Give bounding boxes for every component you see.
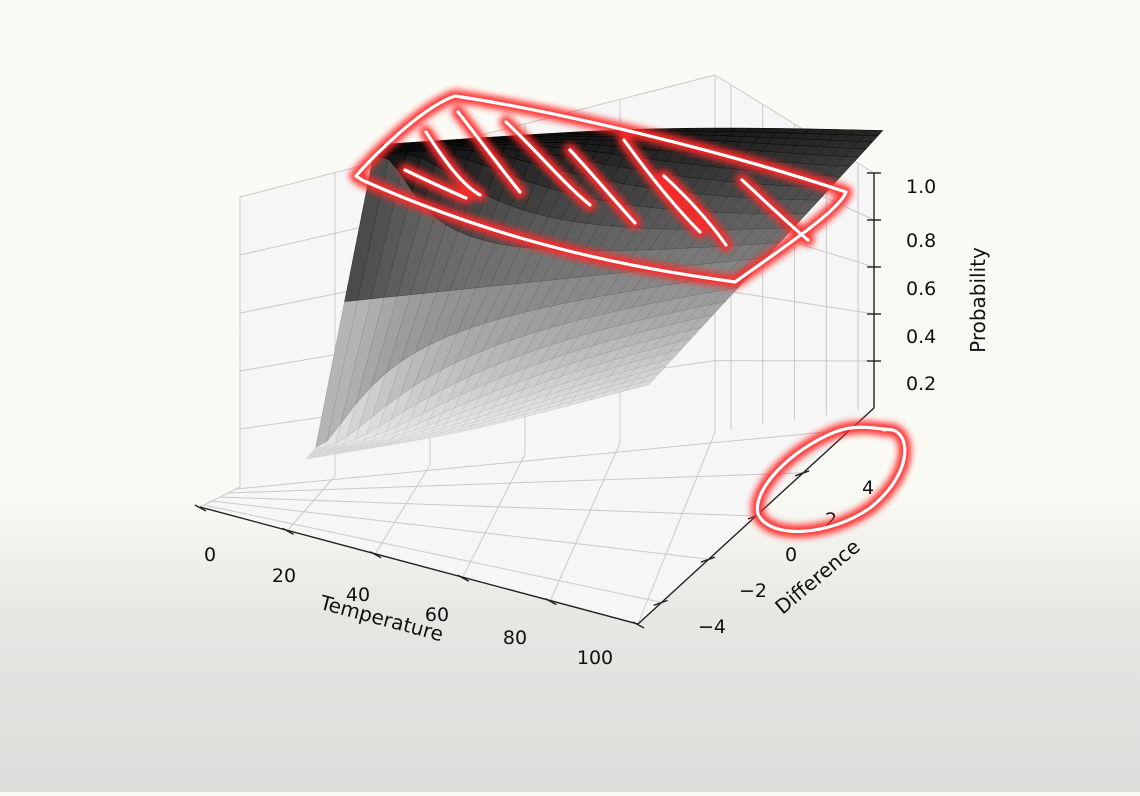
surface-facet	[570, 139, 588, 144]
z-tick-label: 0.8	[906, 230, 936, 252]
surface-facet	[669, 131, 687, 134]
y-tick-label: −4	[698, 616, 726, 638]
surface-facet	[539, 139, 556, 142]
z-tick-label: 1.0	[906, 176, 936, 198]
z-axis-label: Probability	[966, 247, 990, 353]
z-tick-label: 0.2	[906, 373, 936, 395]
x-tick-label: 0	[204, 544, 216, 566]
surface-facet	[732, 128, 750, 132]
z-tick-label: 0.6	[906, 278, 936, 300]
surface-facet	[686, 128, 703, 131]
x-tick-label: 100	[577, 647, 613, 669]
surface-facet	[537, 142, 555, 147]
x-axis-label: Temperature	[317, 590, 447, 646]
surface-facet	[588, 137, 605, 141]
z-tick-labels: 0.2 0.4 0.6 0.8 1.0	[906, 176, 936, 395]
x-tick-label: 20	[272, 565, 296, 587]
surface-facet	[655, 128, 672, 131]
surface-facet	[684, 131, 702, 135]
surface-facet	[717, 128, 735, 132]
surface-facet	[671, 128, 688, 131]
y-tick-label: 0	[785, 544, 797, 566]
y-tick-label: −2	[739, 580, 767, 602]
surface-facet	[702, 128, 720, 131]
surface-facet	[555, 139, 572, 143]
surface-facet	[585, 140, 603, 145]
surface-facet	[572, 137, 589, 140]
y-tick-label: 4	[862, 477, 874, 499]
x-tick-label: 80	[503, 627, 527, 649]
z-tick-label: 0.4	[906, 326, 936, 348]
